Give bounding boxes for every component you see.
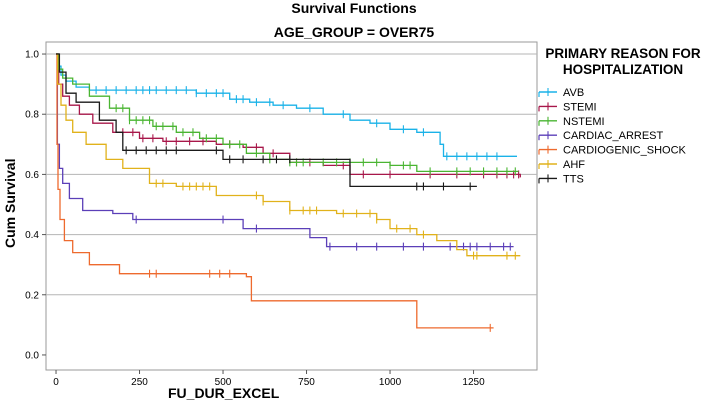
- legend-item-stemi: STEMI: [538, 101, 597, 113]
- legend-label: NSTEMI: [563, 116, 605, 128]
- series-ahf: [56, 53, 521, 260]
- legend-item-nstemi: NSTEMI: [538, 116, 605, 128]
- legend-item-ahf: AHF: [538, 159, 585, 171]
- legend-label: STEMI: [563, 101, 597, 113]
- legend-label: CARDIAC_ARREST: [563, 130, 664, 142]
- legend-item-cardiogenic-shock: CARDIOGENIC_SHOCK: [538, 145, 687, 157]
- x-tick-label: 750: [298, 377, 315, 388]
- survival-line-ahf: [56, 53, 521, 257]
- y-tick-label: 0.8: [25, 110, 39, 121]
- x-tick-label: 1250: [462, 377, 485, 388]
- chart-subtitle: AGE_GROUP = OVER75: [273, 24, 435, 40]
- legend: AVB STEMI NSTEMI CARDIAC_ARREST CARDIOGENIC_…: [538, 87, 687, 185]
- y-tick-label: 0.0: [25, 350, 39, 361]
- y-tick-label: 1.0: [25, 50, 39, 61]
- y-tick-label: 0.6: [25, 170, 39, 181]
- survival-line-cardiac-arrest: [56, 53, 514, 248]
- legend-title: PRIMARY REASON FOR HOSPITALIZATION: [545, 46, 701, 77]
- x-tick-label: 0: [53, 377, 59, 388]
- series-cardiac-arrest: [56, 53, 514, 251]
- legend-item-cardiac-arrest: CARDIAC_ARREST: [538, 130, 664, 142]
- x-tick-label: 250: [131, 377, 148, 388]
- legend-label: TTS: [563, 173, 584, 185]
- legend-label: AHF: [563, 159, 585, 171]
- axes: 0.0 0.2 0.4 0.6 0.8 1.0 0 250 500 750 1000 1250: [25, 50, 485, 388]
- legend-label: CARDIOGENIC_SHOCK: [563, 145, 687, 157]
- chart-title: Survival Functions: [291, 0, 417, 16]
- x-tick-label: 1000: [379, 377, 402, 388]
- x-tick-label: 500: [215, 377, 232, 388]
- plot-area: [45, 41, 538, 371]
- series-cardiogenic-shock: [56, 53, 494, 332]
- survival-line-cardiogenic-shock: [56, 53, 494, 329]
- legend-item-tts: TTS: [538, 173, 584, 185]
- series-tts: [56, 53, 477, 191]
- x-axis-label: FU_DUR_EXCEL: [168, 385, 280, 401]
- legend-label: AVB: [563, 87, 584, 99]
- legend-item-avb: AVB: [538, 87, 584, 99]
- y-tick-label: 0.2: [25, 290, 39, 301]
- curves: [56, 53, 521, 332]
- y-tick-label: 0.4: [25, 230, 39, 241]
- survival-line-tts: [56, 53, 477, 188]
- plot-frame: [45, 41, 538, 371]
